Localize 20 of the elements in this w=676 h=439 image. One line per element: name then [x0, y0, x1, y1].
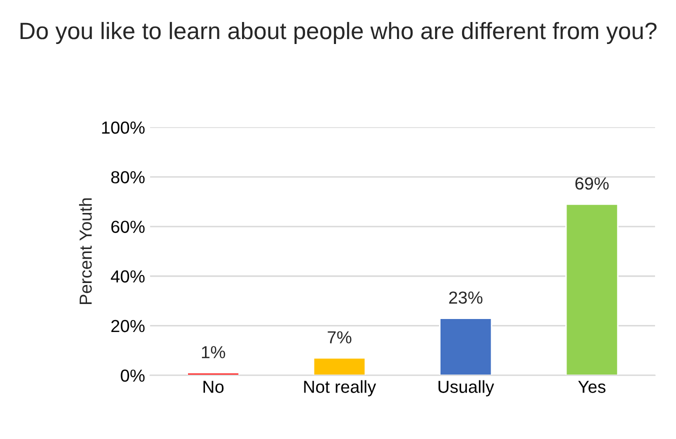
bar [565, 204, 618, 376]
bar [312, 357, 366, 376]
x-tick-label: Not really [304, 380, 376, 396]
y-tick-label: 0% [120, 370, 145, 382]
y-tick-label: 60% [111, 220, 145, 233]
y-tick-label: 20% [111, 320, 145, 332]
data-label: 1% [202, 346, 226, 358]
x-tick-label: Yes [578, 380, 606, 393]
x-tick-label: No [204, 380, 224, 393]
data-label: 23% [449, 291, 482, 304]
data-label: 69% [575, 177, 609, 190]
bar [186, 372, 240, 376]
data-label: 7% [328, 331, 352, 344]
y-tick-label: 80% [111, 171, 145, 184]
bar [439, 318, 492, 376]
y-axis-title: Percent Youth [79, 198, 92, 304]
y-tick-label: 100% [102, 121, 145, 134]
chart-title: Do you like to learn about people who are different from you? [20, 22, 657, 44]
y-tick-label: 40% [110, 270, 145, 283]
x-tick-label: Usually [438, 380, 494, 396]
